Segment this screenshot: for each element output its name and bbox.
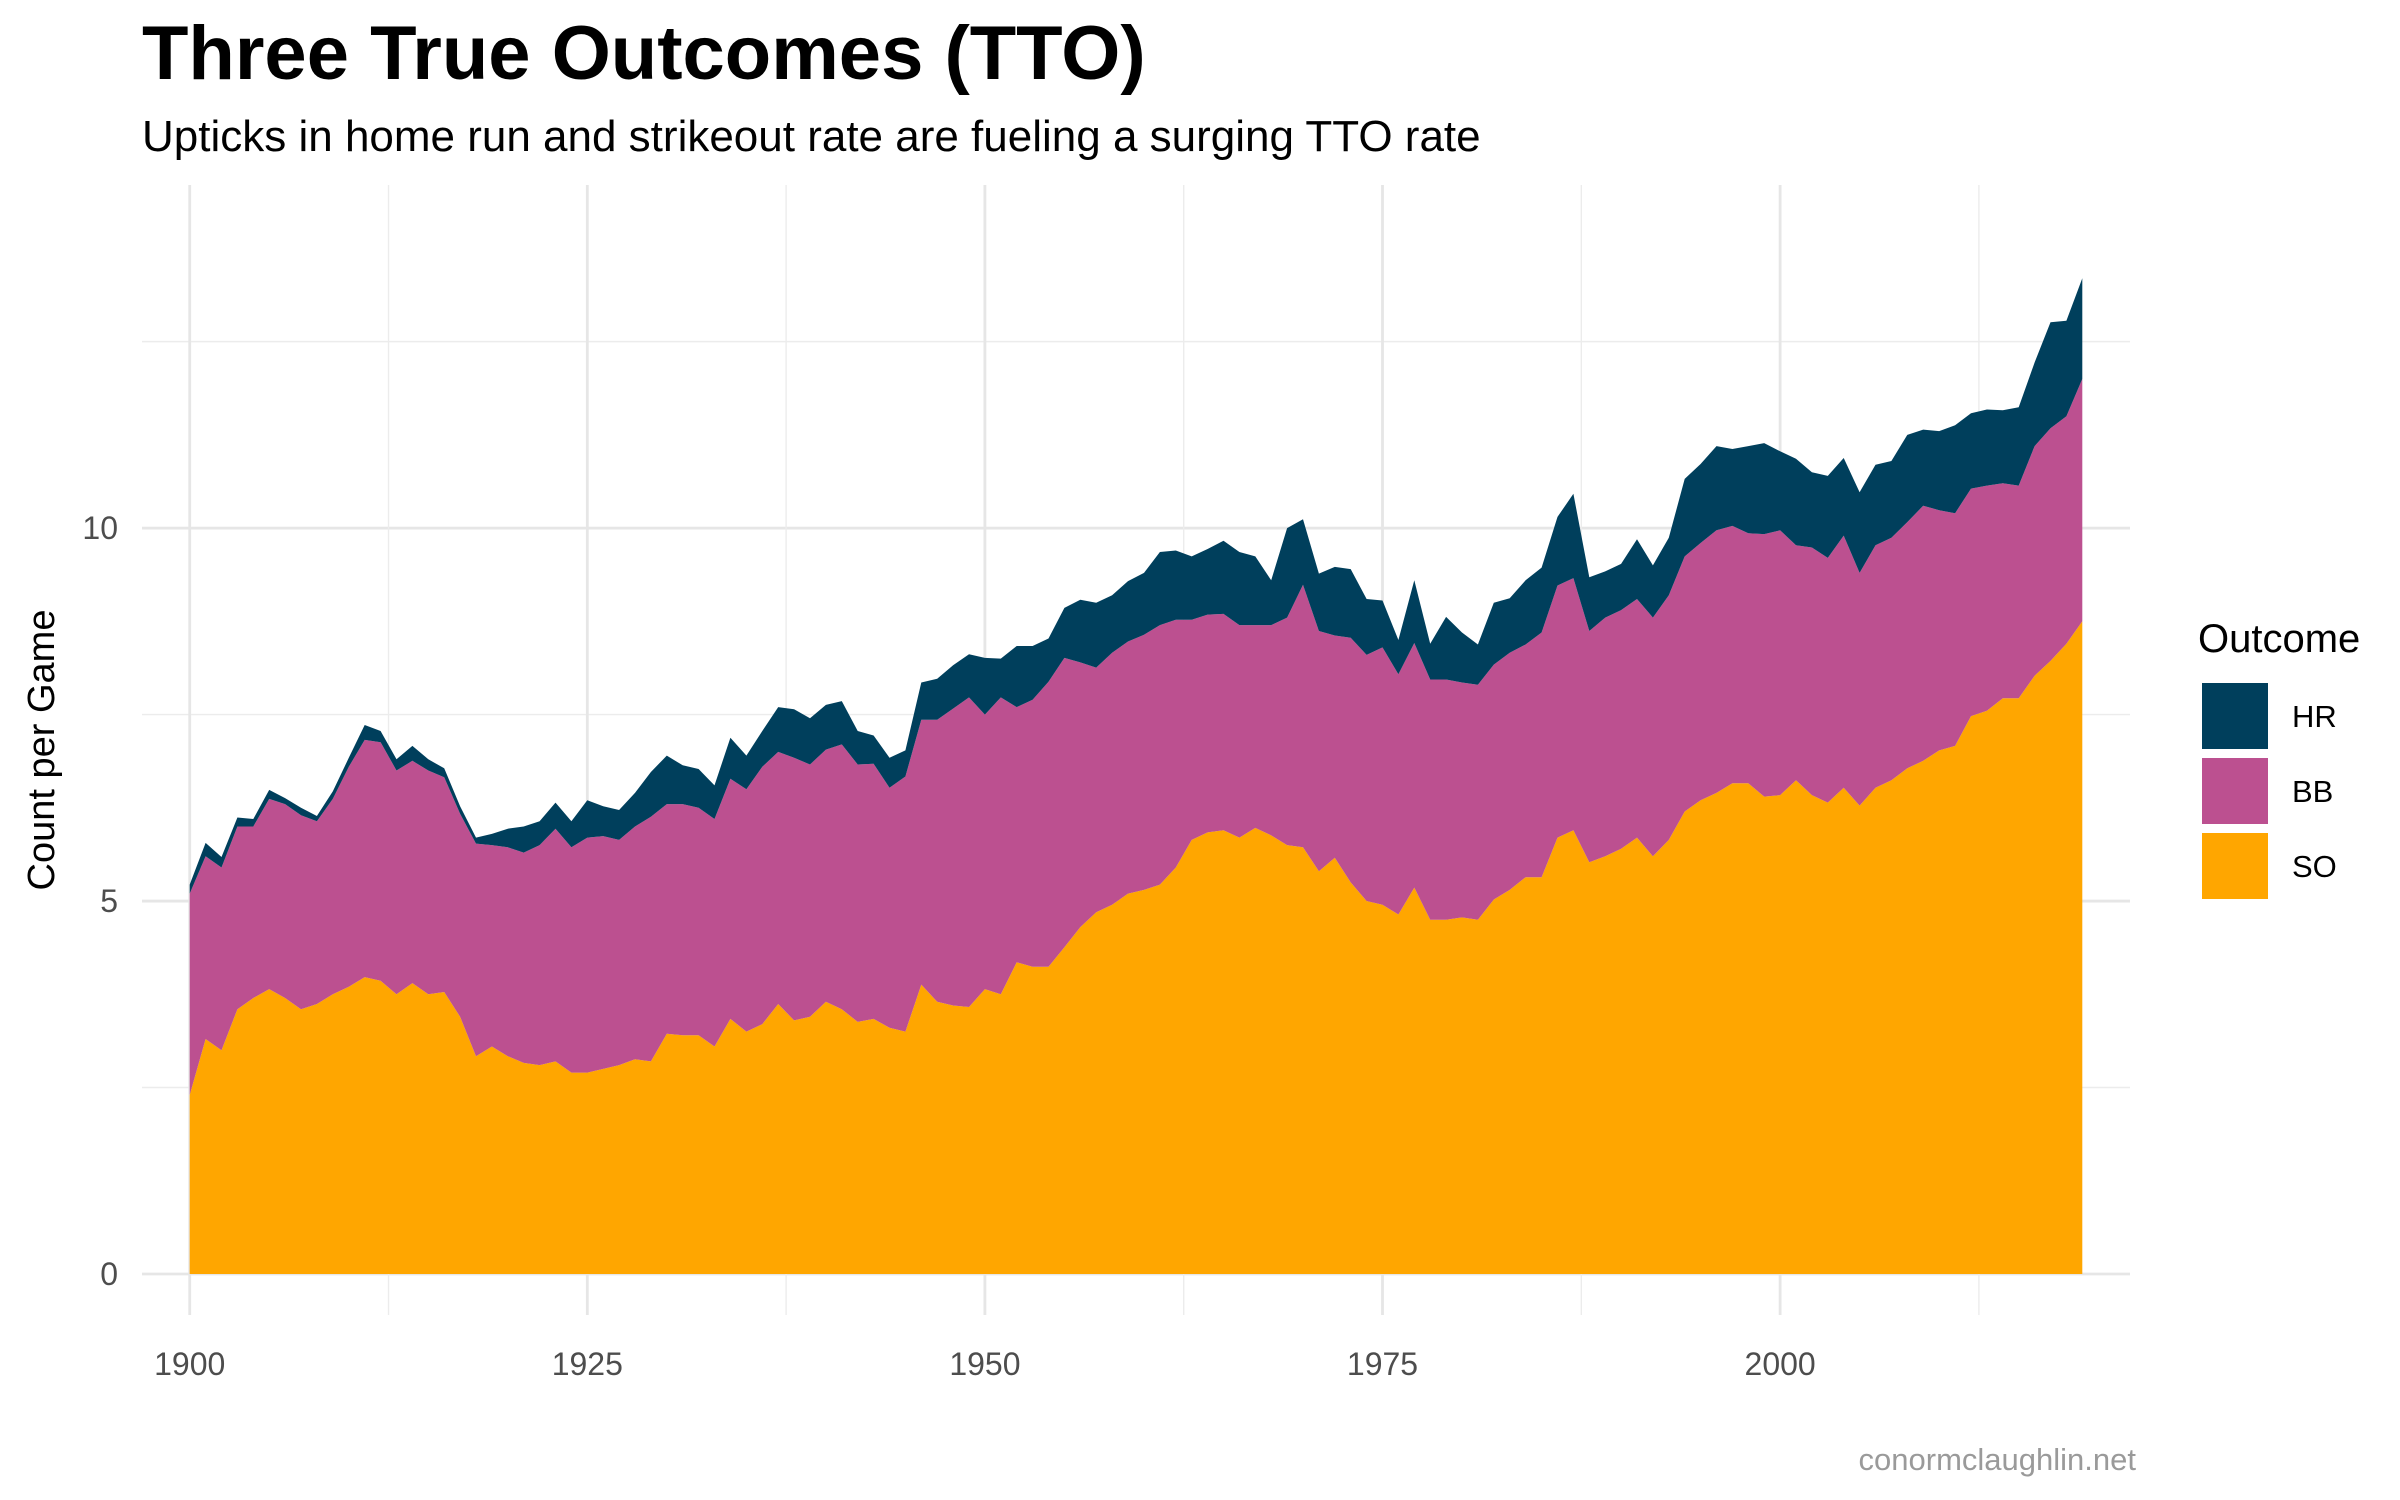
- legend: Outcome HR BB SO: [2198, 617, 2360, 899]
- y-axis-ticks: 0 5 10: [82, 510, 118, 1292]
- legend-key-so: [2202, 833, 2268, 899]
- area-bb: [189, 378, 2083, 1095]
- legend-title: Outcome: [2198, 617, 2360, 661]
- legend-label-hr: HR: [2292, 699, 2337, 734]
- x-tick-label: 1925: [552, 1346, 623, 1382]
- caption: conormclaughlin.net: [1858, 1442, 2136, 1477]
- x-tick-label: 1950: [949, 1346, 1020, 1382]
- chart-subtitle: Upticks in home run and strikeout rate a…: [142, 112, 1481, 161]
- x-tick-label: 2000: [1745, 1346, 1816, 1382]
- x-tick-label: 1975: [1347, 1346, 1418, 1382]
- chart-title: Three True Outcomes (TTO): [142, 11, 1146, 96]
- area-so: [189, 621, 2083, 1274]
- y-tick-label: 0: [100, 1256, 118, 1292]
- y-tick-label: 10: [82, 510, 118, 546]
- legend-label-bb: BB: [2292, 774, 2333, 809]
- area-hr: [189, 278, 2083, 894]
- y-axis-title: Count per Game: [21, 610, 63, 891]
- x-axis-ticks: 1900 1925 1950 1975 2000: [154, 1346, 1816, 1382]
- x-tick-label: 1900: [154, 1346, 225, 1382]
- legend-key-hr: [2202, 683, 2268, 749]
- legend-key-bb: [2202, 758, 2268, 824]
- y-tick-label: 5: [100, 883, 118, 919]
- stacked-areas: [189, 278, 2083, 1274]
- legend-label-so: SO: [2292, 849, 2337, 884]
